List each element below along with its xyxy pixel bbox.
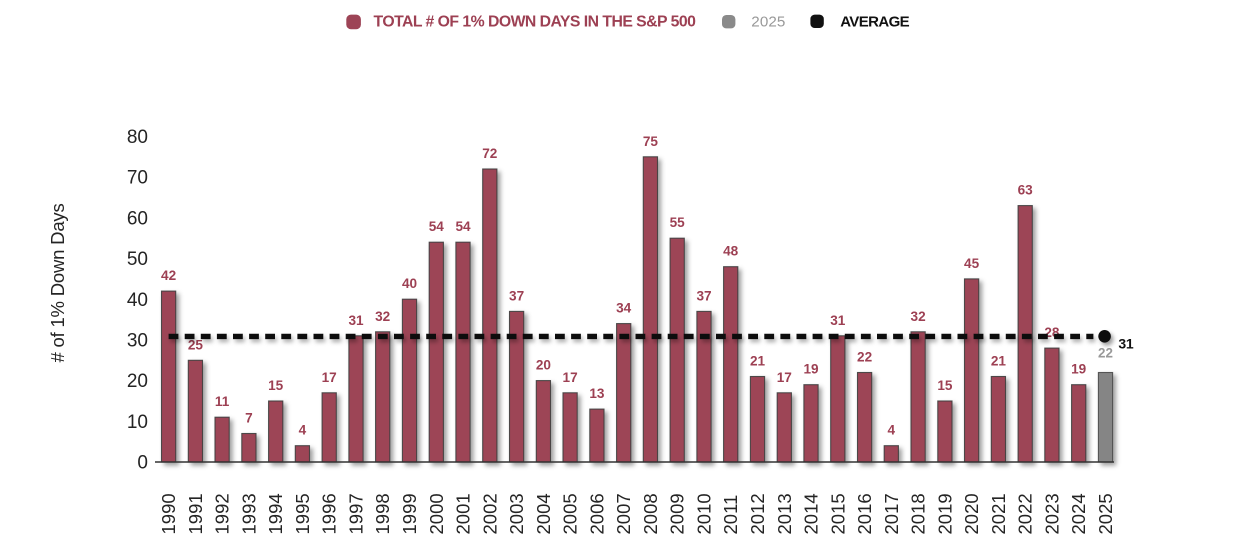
svg-text:1999: 1999: [399, 493, 420, 534]
svg-text:2009: 2009: [667, 493, 688, 534]
svg-text:2014: 2014: [801, 493, 822, 534]
svg-text:2010: 2010: [694, 493, 715, 534]
svg-text:AVERAGE: AVERAGE: [840, 13, 909, 30]
svg-text:1995: 1995: [292, 493, 313, 534]
svg-text:2005: 2005: [560, 493, 581, 534]
svg-text:22: 22: [1098, 346, 1113, 361]
svg-text:42: 42: [161, 268, 177, 283]
svg-text:2024: 2024: [1068, 493, 1089, 534]
svg-text:15: 15: [268, 378, 284, 393]
svg-text:2019: 2019: [934, 493, 955, 534]
svg-text:25: 25: [188, 337, 204, 352]
svg-text:22: 22: [857, 350, 873, 365]
svg-text:45: 45: [964, 256, 980, 271]
svg-text:17: 17: [322, 370, 337, 385]
svg-text:17: 17: [563, 370, 578, 385]
svg-text:0: 0: [137, 453, 148, 474]
svg-text:19: 19: [1071, 362, 1087, 377]
svg-text:32: 32: [911, 309, 927, 324]
svg-text:1992: 1992: [212, 493, 233, 534]
svg-text:13: 13: [589, 386, 605, 401]
svg-text:2007: 2007: [613, 493, 634, 534]
svg-text:11: 11: [215, 394, 230, 409]
svg-text:2022: 2022: [1015, 493, 1036, 534]
svg-text:80: 80: [127, 127, 148, 148]
svg-text:55: 55: [670, 215, 686, 230]
svg-text:17: 17: [777, 370, 792, 385]
svg-text:2001: 2001: [453, 493, 474, 534]
svg-text:31: 31: [1118, 335, 1133, 351]
svg-text:19: 19: [803, 362, 819, 377]
svg-text:2000: 2000: [426, 493, 447, 534]
svg-text:30: 30: [127, 331, 148, 352]
svg-text:40: 40: [402, 276, 417, 291]
svg-text:31: 31: [348, 313, 364, 328]
svg-text:2016: 2016: [854, 493, 875, 534]
svg-text:72: 72: [482, 146, 498, 161]
svg-text:31: 31: [830, 313, 846, 328]
svg-text:40: 40: [127, 290, 148, 311]
svg-text:2020: 2020: [961, 493, 982, 534]
svg-text:37: 37: [509, 288, 524, 303]
svg-text:2004: 2004: [533, 493, 554, 534]
svg-text:1996: 1996: [319, 493, 340, 534]
svg-text:2018: 2018: [908, 493, 929, 534]
svg-text:2012: 2012: [747, 493, 768, 534]
svg-text:2025: 2025: [751, 13, 785, 30]
svg-text:1997: 1997: [346, 493, 367, 534]
svg-text:1990: 1990: [158, 493, 179, 534]
svg-text:2017: 2017: [881, 493, 902, 534]
svg-text:32: 32: [375, 309, 391, 324]
svg-text:TOTAL # OF 1% DOWN DAYS IN THE: TOTAL # OF 1% DOWN DAYS IN THE S&P 500: [374, 13, 697, 30]
svg-text:1991: 1991: [185, 493, 206, 534]
svg-text:1993: 1993: [238, 493, 259, 534]
svg-text:2021: 2021: [988, 493, 1009, 534]
svg-text:63: 63: [1018, 183, 1034, 198]
svg-text:20: 20: [536, 358, 551, 373]
svg-text:2008: 2008: [640, 493, 661, 534]
svg-text:2006: 2006: [586, 493, 607, 534]
svg-text:2013: 2013: [774, 493, 795, 534]
svg-text:21: 21: [750, 354, 766, 369]
svg-text:50: 50: [127, 249, 148, 270]
svg-text:60: 60: [127, 208, 148, 229]
svg-text:1994: 1994: [265, 493, 286, 534]
svg-text:10: 10: [127, 412, 148, 433]
svg-text:1998: 1998: [372, 493, 393, 534]
svg-text:2015: 2015: [827, 493, 848, 534]
svg-text:54: 54: [429, 219, 445, 234]
svg-text:20: 20: [127, 371, 148, 392]
svg-text:2023: 2023: [1041, 493, 1062, 534]
svg-text:75: 75: [643, 134, 659, 149]
svg-text:37: 37: [696, 288, 711, 303]
svg-text:2011: 2011: [720, 495, 741, 535]
svg-text:15: 15: [937, 378, 953, 393]
svg-text:4: 4: [888, 423, 896, 438]
svg-text:54: 54: [455, 219, 471, 234]
svg-text:2003: 2003: [506, 493, 527, 534]
svg-text:# of 1% Down Days: # of 1% Down Days: [47, 203, 68, 362]
svg-text:2025: 2025: [1095, 493, 1116, 534]
svg-text:2002: 2002: [479, 493, 500, 534]
svg-text:21: 21: [991, 354, 1007, 369]
svg-text:7: 7: [245, 411, 253, 426]
svg-text:34: 34: [616, 301, 632, 316]
svg-text:70: 70: [127, 168, 148, 189]
svg-text:48: 48: [723, 244, 739, 259]
svg-text:4: 4: [299, 423, 307, 438]
